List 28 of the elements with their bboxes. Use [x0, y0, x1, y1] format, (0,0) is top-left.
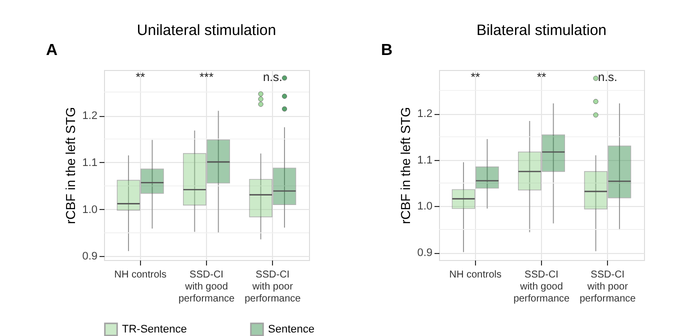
y-axis-title: rCBF in the left STG — [63, 106, 78, 224]
y-tick-label: 0.9 — [417, 247, 432, 260]
x-tick-label: SSD-CI with good performance — [178, 270, 236, 304]
legend-label: TR-Sentence — [122, 323, 187, 336]
y-tick-label: 1.1 — [417, 154, 432, 166]
annotation: ** — [136, 70, 146, 84]
y-tick-label: 1.2 — [82, 110, 98, 122]
x-tick-label: SSD-CI with poor performance — [244, 270, 302, 304]
y-tick-label: 0.9 — [82, 250, 98, 263]
y-tick-label: 1.0 — [417, 200, 432, 213]
text: A — [46, 42, 58, 59]
y-tick-label: 1.0 — [82, 204, 98, 216]
legend-label: Sentence — [268, 323, 314, 336]
annotation: n.s. — [262, 70, 282, 84]
y-tick-label: 1.1 — [82, 156, 98, 169]
annotation: n.s. — [598, 70, 618, 84]
text: B — [381, 42, 393, 59]
x-tick-label: SSD-CI with poor performance — [580, 270, 636, 304]
y-tick-label: 1.2 — [417, 108, 432, 120]
x-tick-label: SSD-CI with good performance — [513, 270, 570, 304]
annotation: ** — [536, 70, 546, 84]
chart-title: Bilateral stimulation — [476, 22, 607, 39]
x-tick-label: NH controls — [114, 270, 166, 280]
chart-title: Unilateral stimulation — [136, 22, 276, 39]
x-tick-label: NH controls — [449, 270, 502, 280]
annotation: *** — [199, 70, 214, 84]
y-axis-title: rCBF in the left STG — [398, 106, 414, 224]
annotation: ** — [470, 70, 480, 84]
